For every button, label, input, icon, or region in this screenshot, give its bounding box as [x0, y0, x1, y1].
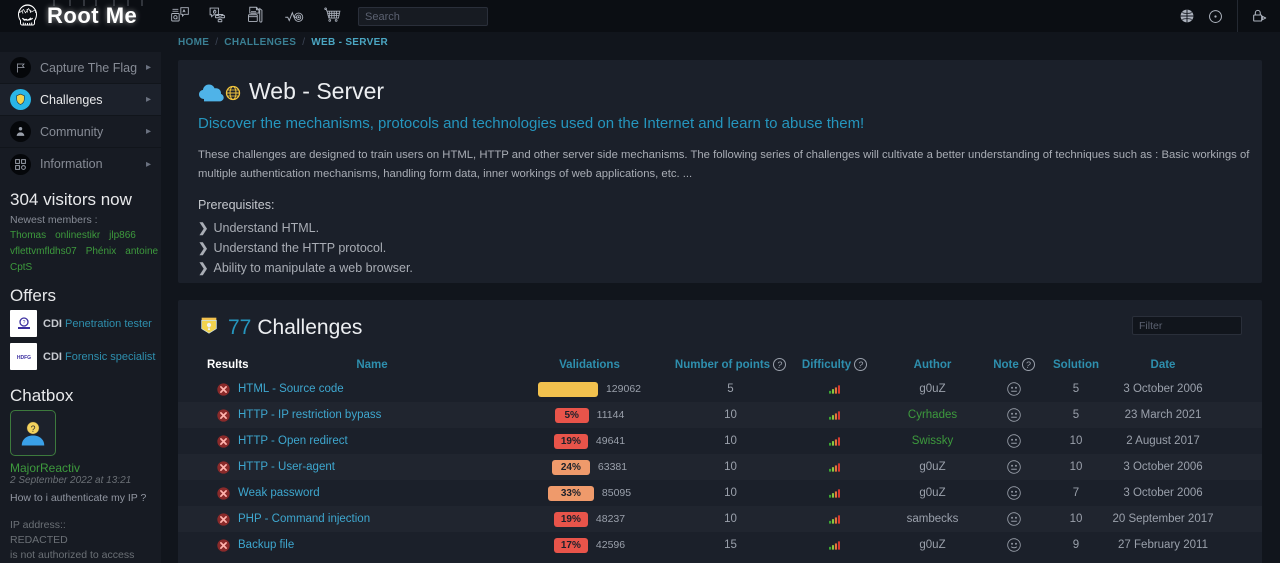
- svg-text:?: ?: [31, 424, 36, 434]
- svg-text:?: ?: [22, 320, 25, 326]
- svg-text:HDFG: HDFG: [16, 355, 30, 361]
